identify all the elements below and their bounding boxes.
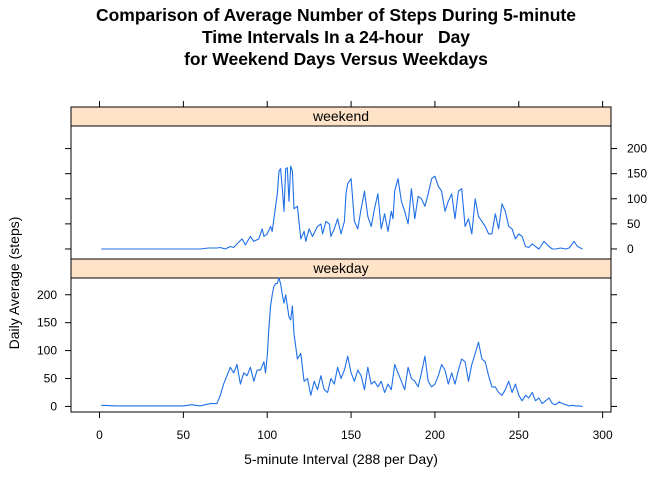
title-line-3: for Weekend Days Versus Weekdays xyxy=(184,49,488,69)
y-tick-label: 100 xyxy=(627,192,647,206)
series-line-weekday xyxy=(101,277,583,407)
y-axis-title: Daily Average (steps) xyxy=(6,217,22,350)
y-tick-label: 0 xyxy=(50,399,57,413)
chart-title: Comparison of Average Number of Steps Du… xyxy=(0,4,672,70)
y-tick-label: 200 xyxy=(627,142,647,156)
y-tick-label: 0 xyxy=(627,242,634,256)
y-tick-label: 150 xyxy=(37,316,57,330)
strip-weekday xyxy=(70,258,612,279)
title-line-2: Time Intervals In a 24-hour Day xyxy=(201,27,471,47)
x-tick-label: 150 xyxy=(341,428,361,442)
y-tick-label: 50 xyxy=(627,217,641,231)
strip-weekend xyxy=(70,106,612,127)
y-tick-label: 150 xyxy=(627,167,647,181)
panel-frame-weekday xyxy=(70,277,612,413)
y-tick-label: 200 xyxy=(37,288,57,302)
strip-label-weekday: weekday xyxy=(312,260,368,276)
axis-ticks: 0 50 100 150 200 0 50 100 150 200 0 50 100 150 200 250 3… xyxy=(37,101,647,442)
x-tick-label: 0 xyxy=(96,428,103,442)
x-tick-label: 250 xyxy=(509,428,529,442)
x-tick-label: 50 xyxy=(177,428,191,442)
title-line-1: Comparison of Average Number of Steps Du… xyxy=(95,5,576,25)
y-tick-label: 50 xyxy=(44,372,58,386)
series-line-weekend xyxy=(101,165,583,250)
x-tick-label: 200 xyxy=(425,428,445,442)
x-tick-label: 300 xyxy=(593,428,613,442)
panel-strips: weekend weekday xyxy=(70,106,612,279)
series-lines xyxy=(101,165,583,407)
x-tick-label: 100 xyxy=(257,428,277,442)
y-tick-label: 100 xyxy=(37,344,57,358)
x-axis-title: 5-minute Interval (288 per Day) xyxy=(244,451,438,467)
panel-frame-weekend xyxy=(70,125,612,260)
strip-label-weekend: weekend xyxy=(312,108,369,124)
